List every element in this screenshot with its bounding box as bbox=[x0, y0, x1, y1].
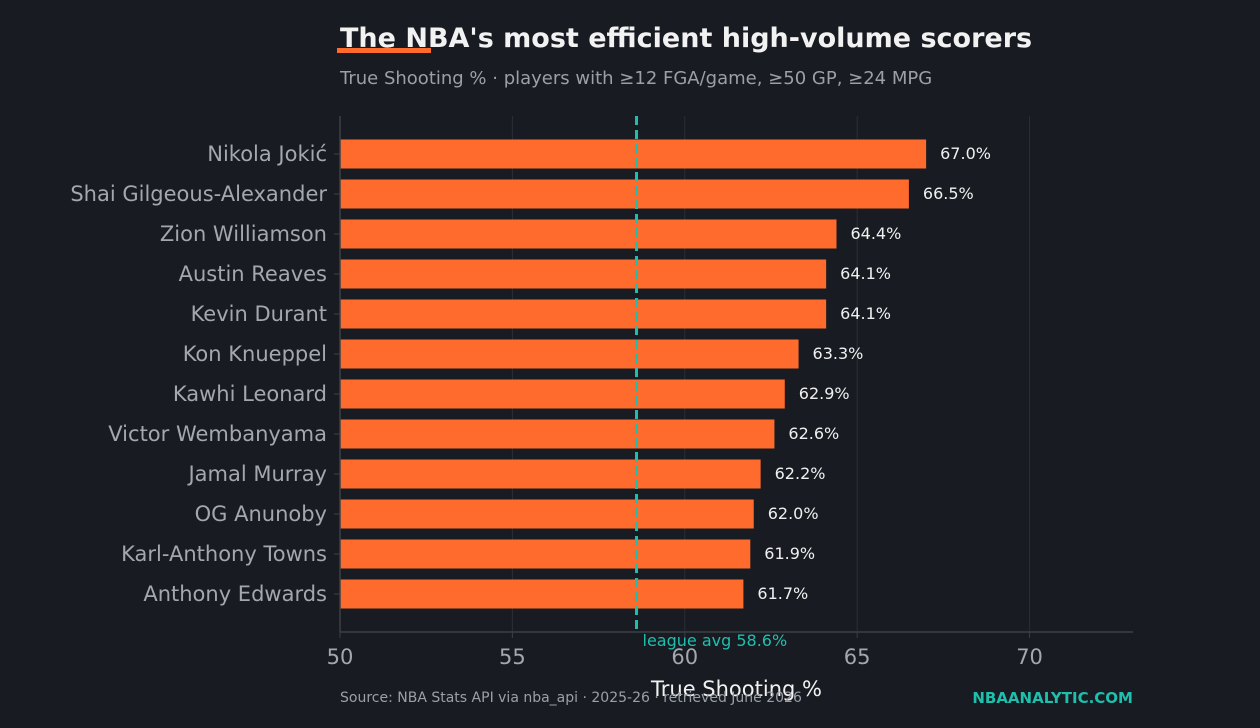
source-note: Source: NBA Stats API via nba_api · 2025… bbox=[340, 690, 802, 706]
category-label: Jamal Murray bbox=[186, 462, 327, 486]
x-tick-label: 70 bbox=[1016, 645, 1043, 669]
chart-title: The NBA's most efficient high-volume sco… bbox=[340, 23, 1032, 54]
x-axis-title: True Shooting % bbox=[650, 677, 822, 701]
bar bbox=[340, 139, 927, 169]
axes: 50 55 60 65 70 True Shooting % bbox=[327, 116, 1133, 701]
value-label: 61.9% bbox=[764, 544, 815, 563]
category-label: Austin Reaves bbox=[179, 262, 327, 286]
bar bbox=[340, 379, 785, 409]
value-label: 61.7% bbox=[757, 584, 808, 603]
bar bbox=[340, 459, 761, 489]
value-label: 64.4% bbox=[850, 224, 901, 243]
category-label: Nikola Jokić bbox=[207, 142, 327, 166]
bar bbox=[340, 219, 837, 249]
brand-label: NBAANALYTIC.COM bbox=[972, 689, 1133, 707]
value-label: 67.0% bbox=[940, 144, 991, 163]
category-label: Kon Knueppel bbox=[183, 342, 327, 366]
value-label: 64.1% bbox=[840, 304, 891, 323]
category-label: Zion Williamson bbox=[160, 222, 327, 246]
bar bbox=[340, 179, 909, 209]
value-label: 62.0% bbox=[768, 504, 819, 523]
league-average-label: league avg 58.6% bbox=[643, 631, 788, 650]
bar bbox=[340, 539, 751, 569]
value-label: 66.5% bbox=[923, 184, 974, 203]
x-tick-label: 60 bbox=[671, 645, 698, 669]
x-tick-label: 50 bbox=[327, 645, 354, 669]
bar bbox=[340, 579, 744, 609]
value-label: 63.3% bbox=[813, 344, 864, 363]
value-label: 62.6% bbox=[788, 424, 839, 443]
bar bbox=[340, 419, 775, 449]
x-tick-label: 65 bbox=[844, 645, 871, 669]
x-tick-label: 55 bbox=[499, 645, 526, 669]
category-label: Karl-Anthony Towns bbox=[121, 542, 327, 566]
value-label: 62.9% bbox=[799, 384, 850, 403]
category-label: Shai Gilgeous-Alexander bbox=[70, 182, 327, 206]
category-label: Kawhi Leonard bbox=[173, 382, 327, 406]
bar bbox=[340, 259, 827, 289]
category-label: Kevin Durant bbox=[191, 302, 327, 326]
title-accent-underline bbox=[337, 48, 431, 53]
bars: Nikola Jokić 67.0% Shai Gilgeous-Alexander… bbox=[70, 139, 991, 609]
value-label: 64.1% bbox=[840, 264, 891, 283]
reference-line-group: league avg 58.6% bbox=[635, 116, 788, 650]
category-label: Victor Wembanyama bbox=[108, 422, 327, 446]
category-label: Anthony Edwards bbox=[143, 582, 327, 606]
chart-subtitle: True Shooting % · players with ≥12 FGA/g… bbox=[339, 68, 932, 89]
bar bbox=[340, 339, 799, 369]
category-label: OG Anunoby bbox=[195, 502, 327, 526]
bar bbox=[340, 299, 827, 329]
value-label: 62.2% bbox=[775, 464, 826, 483]
bar bbox=[340, 499, 754, 529]
